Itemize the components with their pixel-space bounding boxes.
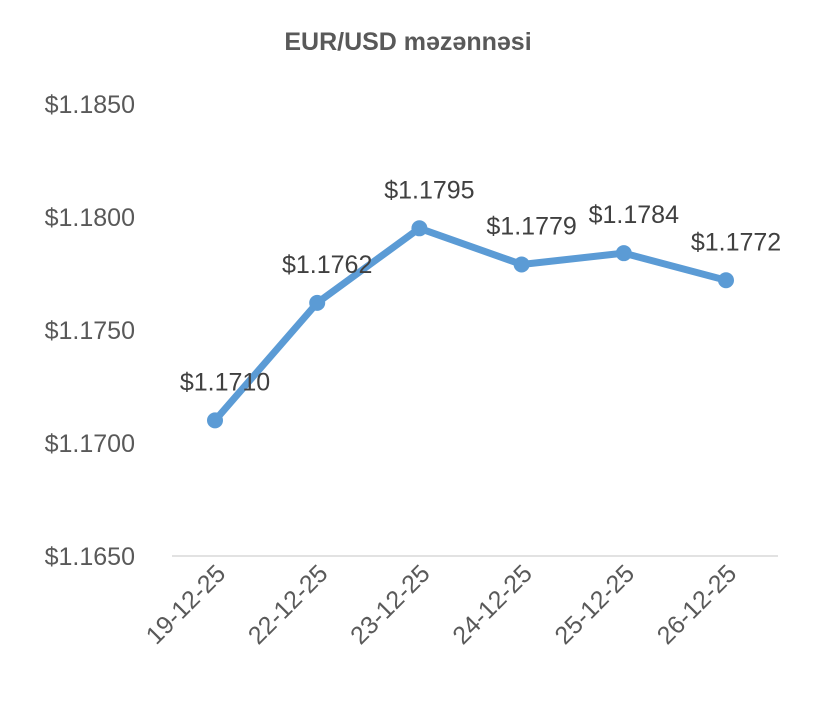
x-tick-label: 26-12-25 [652, 559, 743, 650]
data-point [615, 245, 632, 262]
data-point [513, 256, 530, 273]
data-point [718, 272, 734, 289]
y-tick-label: $1.1650 [45, 543, 135, 571]
data-point [207, 412, 223, 429]
data-point [411, 220, 428, 237]
chart-title: EUR/USD məzənnəsi [284, 28, 531, 56]
data-label: $1.1772 [691, 228, 781, 256]
x-tick-label: 23-12-25 [345, 559, 436, 650]
y-tick-label: $1.1800 [45, 204, 135, 232]
data-label: $1.1779 [486, 212, 576, 240]
data-label: $1.1795 [384, 176, 474, 204]
series-line [211, 224, 730, 424]
data-label: $1.1710 [180, 368, 270, 396]
data-point [309, 294, 326, 311]
y-tick-label: $1.1700 [45, 430, 135, 458]
y-tick-label: $1.1750 [45, 317, 135, 345]
x-tick-label: 22-12-25 [243, 559, 334, 650]
data-label: $1.1784 [589, 201, 679, 229]
y-tick-label: $1.1850 [45, 91, 135, 119]
x-tick-label: 19-12-25 [141, 559, 232, 650]
x-tick-label: 25-12-25 [549, 559, 640, 650]
x-tick-label: 24-12-25 [447, 559, 538, 650]
data-label: $1.1762 [282, 251, 372, 279]
